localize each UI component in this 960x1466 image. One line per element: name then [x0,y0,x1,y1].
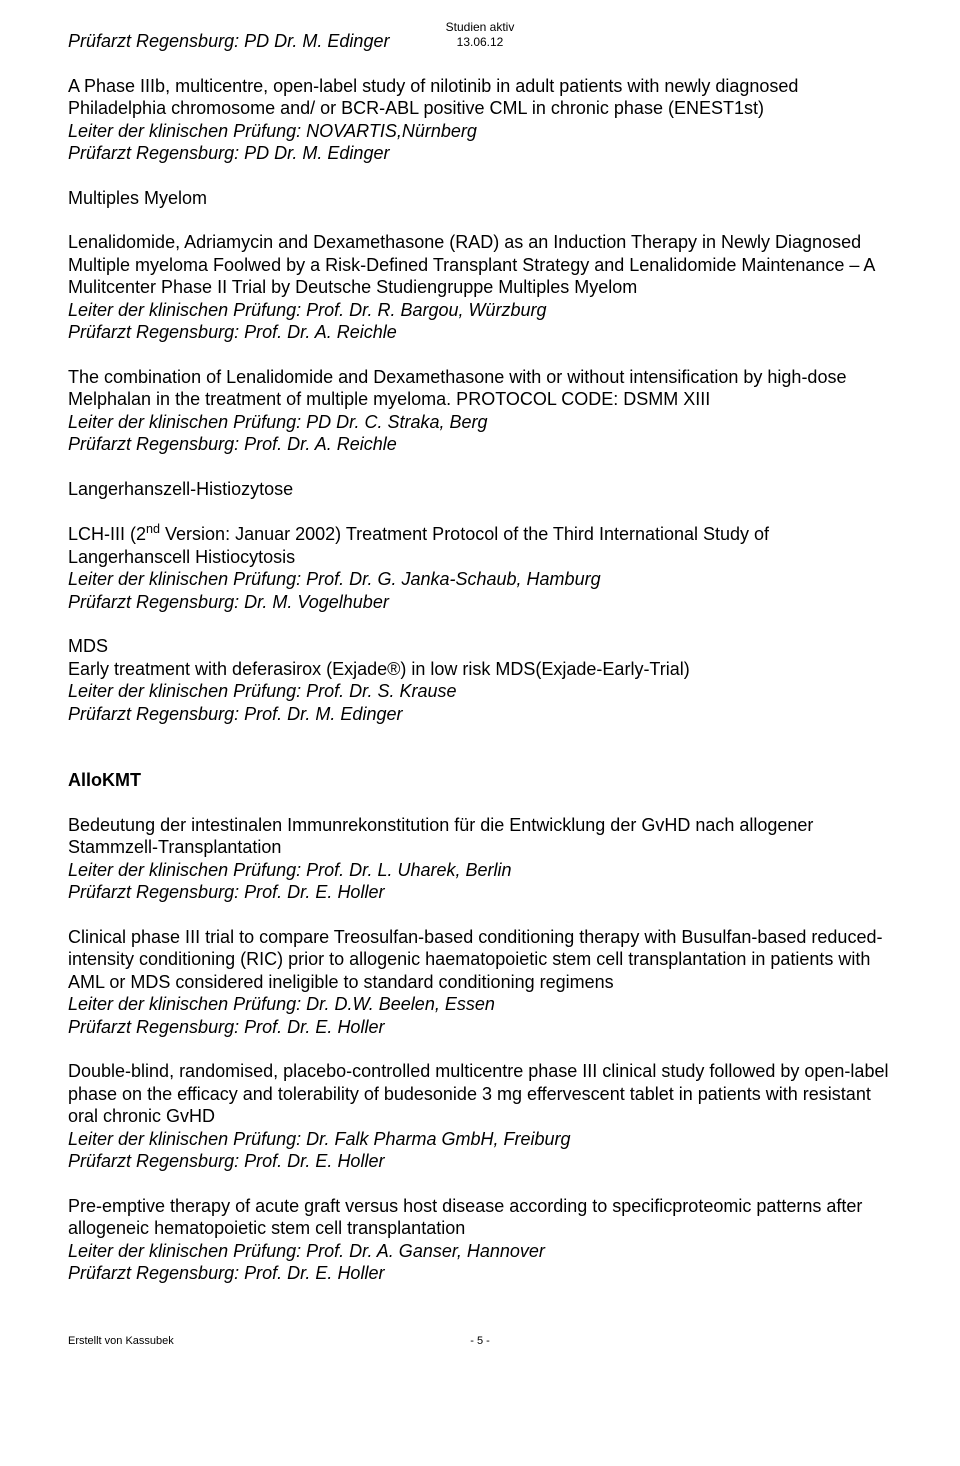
study-leiter: Leiter der klinischen Prüfung: Dr. D.W. … [68,993,892,1016]
section-heading-mds: MDS Early treatment with deferasirox (Ex… [68,635,892,725]
study-4: LCH-III (2nd Version: Januar 2002) Treat… [68,522,892,613]
study-desc: Clinical phase III trial to compare Treo… [68,926,892,994]
study-pruefarzt: Prüfarzt Regensburg: Dr. M. Vogelhuber [68,591,892,614]
study-desc: The combination of Lenalidomide and Dexa… [68,366,892,411]
study-leiter: Leiter der klinischen Prüfung: Prof. Dr.… [68,859,892,882]
study-6: Bedeutung der intestinalen Immunrekonsti… [68,814,892,904]
study-desc: LCH-III (2nd Version: Januar 2002) Treat… [68,522,892,568]
study-pruefarzt: Prüfarzt Regensburg: Prof. Dr. E. Holler [68,1150,892,1173]
study-pruefarzt: Prüfarzt Regensburg: Prof. Dr. E. Holler [68,1262,892,1285]
study-desc: A Phase IIIb, multicentre, open-label st… [68,75,892,120]
study-2: Lenalidomide, Adriamycin and Dexamethaso… [68,231,892,344]
study-pruefarzt: Prüfarzt Regensburg: Prof. Dr. E. Holler [68,881,892,904]
study-1: A Phase IIIb, multicentre, open-label st… [68,75,892,165]
study-desc: Lenalidomide, Adriamycin and Dexamethaso… [68,231,892,299]
study-leiter: Leiter der klinischen Prüfung: PD Dr. C.… [68,411,892,434]
study-desc: Pre-emptive therapy of acute graft versu… [68,1195,892,1240]
study-pruefarzt: Prüfarzt Regensburg: PD Dr. M. Edinger [68,142,892,165]
study-desc: Early treatment with deferasirox (Exjade… [68,658,892,681]
study-pruefarzt: Prüfarzt Regensburg: Prof. Dr. A. Reichl… [68,433,892,456]
header-title: Studien aktiv [446,20,515,35]
study-leiter: Leiter der klinischen Prüfung: Prof. Dr.… [68,680,892,703]
section-heading-mm: Multiples Myelom [68,187,892,210]
footer-page: - 5 - [470,1335,490,1349]
study-desc: Bedeutung der intestinalen Immunrekonsti… [68,814,892,859]
study-leiter: Leiter der klinischen Prüfung: Prof. Dr.… [68,568,892,591]
study-leiter: Leiter der klinischen Prüfung: NOVARTIS,… [68,120,892,143]
study-desc: Double-blind, randomised, placebo-contro… [68,1060,892,1128]
section-heading-allokmt: AlloKMT [68,769,892,792]
study-pruefarzt: Prüfarzt Regensburg: Prof. Dr. A. Reichl… [68,321,892,344]
study-8: Double-blind, randomised, placebo-contro… [68,1060,892,1173]
section-heading-lh: Langerhanszell-Histiozytose [68,478,892,501]
footer: Erstellt von Kassubek - 5 - [68,1335,892,1349]
study-pruefarzt: Prüfarzt Regensburg: Prof. Dr. M. Edinge… [68,703,892,726]
study-leiter: Leiter der klinischen Prüfung: Dr. Falk … [68,1128,892,1151]
header-date: 13.06.12 [446,35,515,50]
footer-left: Erstellt von Kassubek [68,1335,174,1349]
study-leiter: Leiter der klinischen Prüfung: Prof. Dr.… [68,1240,892,1263]
study-9: Pre-emptive therapy of acute graft versu… [68,1195,892,1285]
header-left: Prüfarzt Regensburg: PD Dr. M. Edinger [68,30,389,53]
study-7: Clinical phase III trial to compare Treo… [68,926,892,1039]
study-3: The combination of Lenalidomide and Dexa… [68,366,892,456]
study-pruefarzt: Prüfarzt Regensburg: Prof. Dr. E. Holler [68,1016,892,1039]
study-leiter: Leiter der klinischen Prüfung: Prof. Dr.… [68,299,892,322]
header-center: Studien aktiv 13.06.12 [446,20,515,50]
